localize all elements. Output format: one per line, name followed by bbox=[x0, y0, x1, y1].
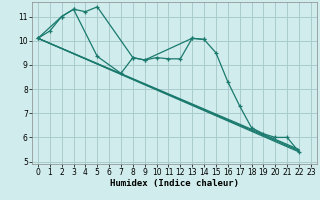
X-axis label: Humidex (Indice chaleur): Humidex (Indice chaleur) bbox=[110, 179, 239, 188]
